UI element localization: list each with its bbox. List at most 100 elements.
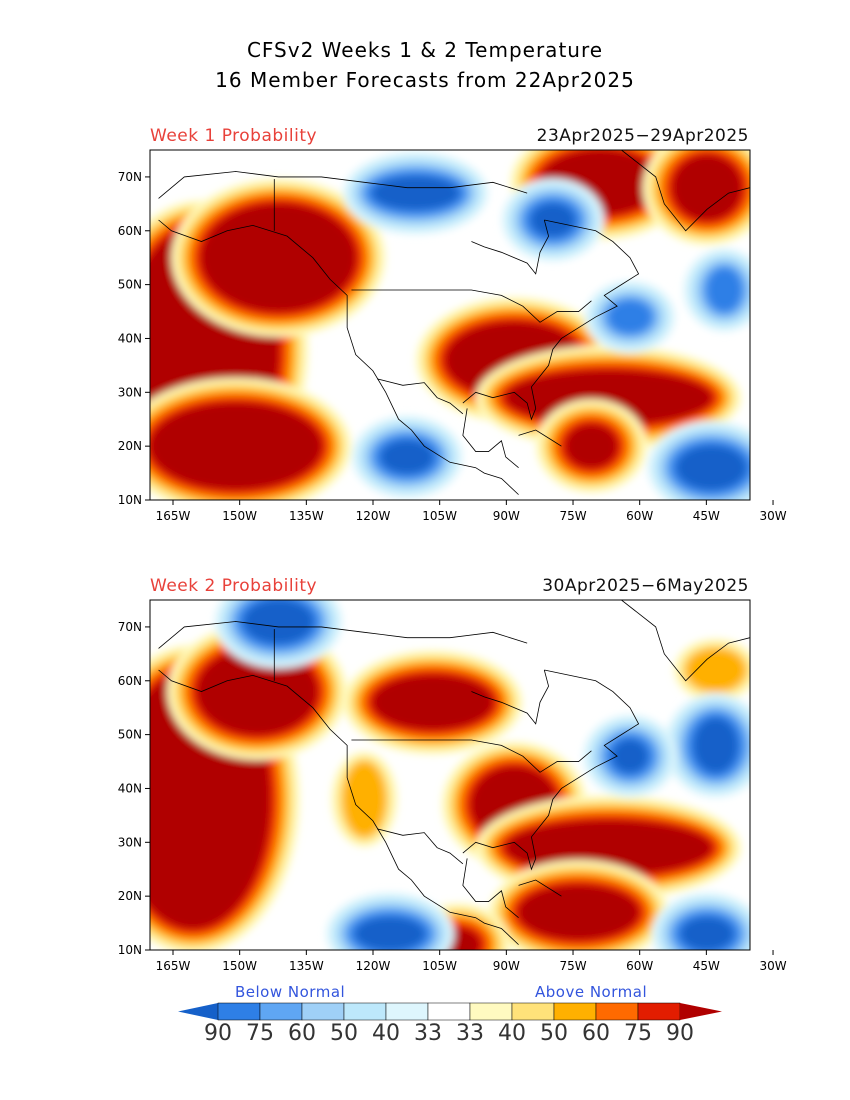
probability-region — [685, 648, 746, 692]
legend-swatch — [595, 1002, 639, 1021]
probability-region — [372, 176, 459, 210]
lat-tick-label: 50N — [118, 278, 142, 292]
probability-region — [244, 600, 313, 644]
probability-region — [197, 648, 318, 735]
legend-swatch — [553, 1002, 597, 1021]
probability-region — [612, 740, 648, 773]
legend-value: 90 — [204, 1021, 232, 1046]
lon-tick-label: 30W — [759, 509, 786, 523]
map-frame — [149, 149, 751, 501]
legend-arrow-right — [680, 1003, 722, 1020]
probability-region — [150, 403, 322, 490]
legend-swatch — [217, 1002, 261, 1021]
us-mexico-border — [377, 828, 464, 865]
lon-tick-label: 90W — [493, 509, 520, 523]
lon-tick-label: 60W — [626, 509, 653, 523]
lat-tick-label: 30N — [118, 835, 142, 849]
legend-value: 40 — [498, 1021, 526, 1046]
probability-region — [707, 268, 742, 312]
lon-tick-label: 105W — [422, 959, 457, 973]
coastline — [158, 150, 750, 495]
lat-tick-label: 20N — [118, 439, 142, 453]
probability-region — [608, 300, 652, 334]
forecast-field-week1 — [150, 150, 750, 500]
lat-tick-label: 20N — [118, 889, 142, 903]
lat-tick-label: 30N — [118, 385, 142, 399]
lat-tick-label: 10N — [118, 493, 142, 507]
lat-tick-label: 40N — [118, 781, 142, 795]
legend-swatch — [469, 1002, 513, 1021]
below-normal-label: Below Normal — [235, 983, 346, 1001]
forecast-field-week2 — [150, 600, 750, 950]
us-canada-border — [351, 289, 592, 323]
coastline — [158, 600, 750, 945]
cuba-outline — [518, 429, 562, 447]
legend-value: 50 — [330, 1021, 358, 1046]
above-normal-label: Above Normal — [535, 983, 648, 1001]
legend-value: 33 — [456, 1021, 484, 1046]
probability-region — [342, 761, 386, 837]
legend-value: 40 — [372, 1021, 400, 1046]
color-legend — [178, 1002, 722, 1021]
lon-tick-label: 45W — [693, 509, 720, 523]
legend-swatch — [301, 1002, 345, 1021]
us-mexico-border — [377, 378, 464, 415]
lat-tick-label: 10N — [118, 943, 142, 957]
lon-tick-label: 120W — [356, 959, 391, 973]
probability-region — [677, 446, 746, 490]
lat-tick-label: 70N — [118, 620, 142, 634]
legend-swatch — [637, 1002, 681, 1021]
probability-region — [681, 917, 733, 950]
lon-tick-label: 45W — [693, 959, 720, 973]
probability-region — [381, 440, 433, 474]
lat-tick-label: 60N — [118, 224, 142, 238]
lon-tick-label: 150W — [222, 959, 257, 973]
legend-swatch — [343, 1002, 387, 1021]
lat-tick-label: 70N — [118, 170, 142, 184]
probability-region — [518, 885, 639, 940]
lon-tick-label: 105W — [422, 509, 457, 523]
probability-region — [355, 917, 425, 950]
cuba-outline — [518, 879, 562, 897]
lon-tick-label: 165W — [156, 959, 191, 973]
lon-tick-label: 90W — [493, 959, 520, 973]
lon-tick-label: 135W — [289, 959, 324, 973]
probability-region — [672, 155, 742, 220]
us-canada-border — [351, 739, 592, 773]
lon-tick-label: 75W — [559, 959, 586, 973]
title-line-2: 16 Member Forecasts from 22Apr2025 — [215, 68, 635, 92]
legend-value: 60 — [582, 1021, 610, 1046]
lat-tick-label: 60N — [118, 674, 142, 688]
week1-panel-label: Week 1 Probability — [150, 126, 318, 146]
lon-tick-label: 30W — [759, 959, 786, 973]
week2-date-range: 30Apr2025−6May2025 — [542, 576, 749, 596]
week2-panel-label: Week 2 Probability — [150, 576, 318, 596]
legend-arrow-left — [178, 1003, 218, 1020]
lon-tick-label: 75W — [559, 509, 586, 523]
probability-region — [694, 718, 738, 773]
lon-tick-label: 135W — [289, 509, 324, 523]
legend-value: 60 — [288, 1021, 316, 1046]
legend-value: 75 — [624, 1021, 652, 1046]
lon-tick-label: 120W — [356, 509, 391, 523]
legend-swatch — [259, 1002, 303, 1021]
probability-region — [372, 675, 493, 730]
title-line-1: CFSv2 Weeks 1 & 2 Temperature — [246, 38, 604, 62]
lat-tick-label: 50N — [118, 728, 142, 742]
legend-swatch — [427, 1002, 471, 1021]
legend-value: 90 — [666, 1021, 694, 1046]
probability-region — [565, 424, 618, 468]
map-frame — [149, 599, 751, 951]
probability-region — [505, 820, 712, 875]
lon-tick-label: 150W — [222, 509, 257, 523]
probability-region — [531, 203, 575, 237]
probability-region — [201, 203, 356, 312]
legend-value: 33 — [414, 1021, 442, 1046]
legend-value: 75 — [246, 1021, 274, 1046]
legend-swatch — [385, 1002, 429, 1021]
legend-swatch — [511, 1002, 555, 1021]
lon-tick-label: 165W — [156, 509, 191, 523]
lat-tick-label: 40N — [118, 331, 142, 345]
week1-date-range: 23Apr2025−29Apr2025 — [536, 126, 749, 146]
